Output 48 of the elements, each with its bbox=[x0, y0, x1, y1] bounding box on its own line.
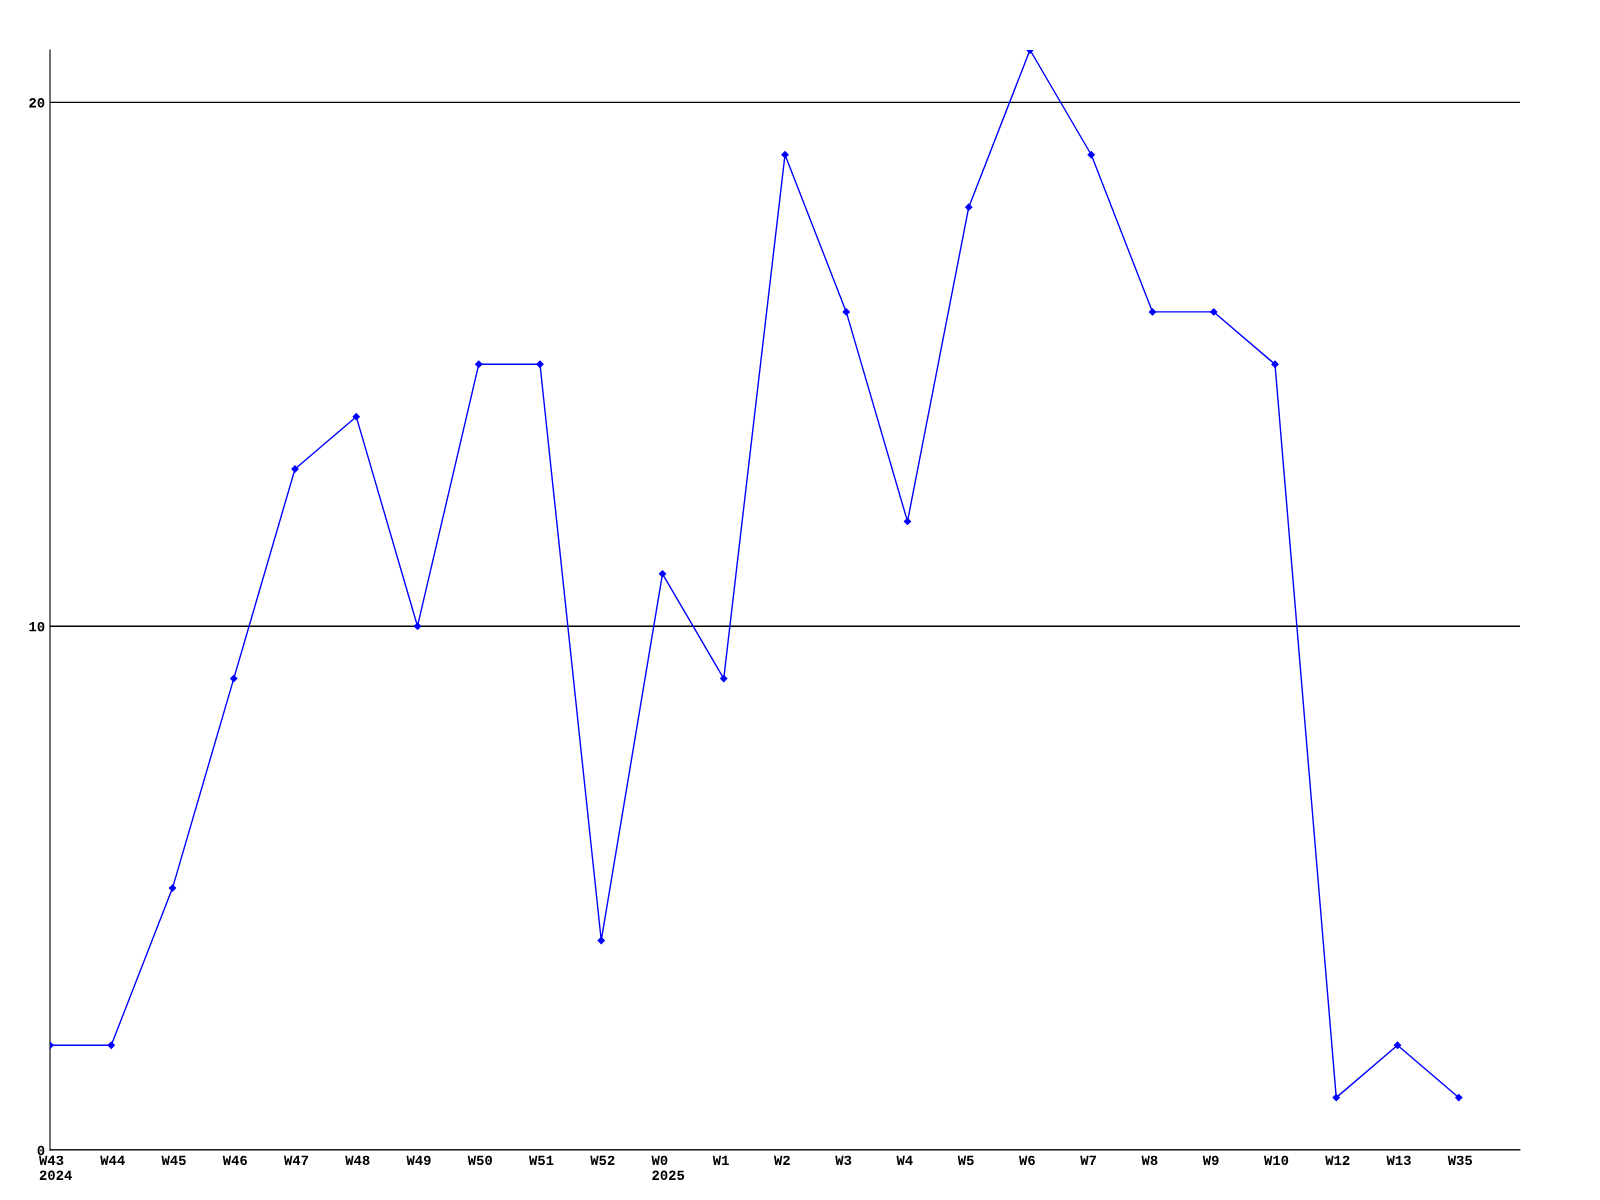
x-tick-label: W46 bbox=[222, 1155, 247, 1166]
point bbox=[658, 570, 667, 578]
x-tick-label: W50 bbox=[467, 1155, 492, 1166]
x-tick-label: W5 bbox=[957, 1155, 974, 1166]
point bbox=[1332, 1093, 1340, 1102]
x-tick-label: W47 bbox=[284, 1155, 309, 1165]
x-tick-label: W52 bbox=[590, 1155, 615, 1166]
point bbox=[965, 203, 973, 211]
y-tick-label: 0 bbox=[37, 1145, 45, 1156]
point bbox=[842, 308, 850, 316]
x-tick-label: W8 bbox=[1141, 1155, 1158, 1166]
x-tick-label: W44 bbox=[100, 1155, 125, 1165]
point bbox=[352, 413, 360, 421]
point bbox=[720, 674, 728, 683]
x-tick-label: W9 bbox=[1202, 1155, 1219, 1166]
x-tick-label: W48 bbox=[345, 1155, 370, 1166]
x-tick-label: W4 bbox=[896, 1155, 913, 1165]
x-tick-label: W3 bbox=[835, 1155, 852, 1166]
point bbox=[1455, 1093, 1463, 1102]
x-tick-label: W10 bbox=[1264, 1155, 1289, 1166]
point bbox=[107, 1041, 115, 1049]
point bbox=[903, 517, 912, 526]
x-tick-label: W45 bbox=[161, 1155, 186, 1166]
x-tick-label: W35 bbox=[1447, 1155, 1473, 1166]
point bbox=[597, 936, 605, 945]
point bbox=[1210, 308, 1218, 316]
x-tick-label: W2 bbox=[774, 1155, 790, 1165]
y-tick-label: 10 bbox=[29, 621, 45, 632]
x-tick-label: W0 2025 bbox=[651, 1155, 685, 1181]
x-tick-label: W43 2024 bbox=[39, 1155, 72, 1181]
point bbox=[168, 884, 177, 892]
point bbox=[413, 622, 422, 630]
x-tick-label: W1 bbox=[712, 1155, 729, 1165]
point bbox=[1148, 308, 1157, 316]
point bbox=[781, 151, 789, 159]
x-tick-label: W6 bbox=[1019, 1155, 1035, 1166]
point bbox=[536, 360, 544, 368]
point bbox=[1087, 151, 1095, 159]
point bbox=[475, 360, 483, 368]
x-tick-label: W13 bbox=[1386, 1155, 1411, 1166]
x-tick-label: W7 bbox=[1080, 1155, 1096, 1165]
y-tick-label: 20 bbox=[29, 98, 45, 108]
point bbox=[1271, 360, 1279, 368]
point bbox=[1393, 1041, 1402, 1049]
x-tick-label: W12 bbox=[1325, 1155, 1350, 1165]
x-tick-label: W49 bbox=[406, 1155, 431, 1166]
x-tick-label: W51 bbox=[529, 1155, 554, 1166]
point bbox=[230, 674, 238, 683]
